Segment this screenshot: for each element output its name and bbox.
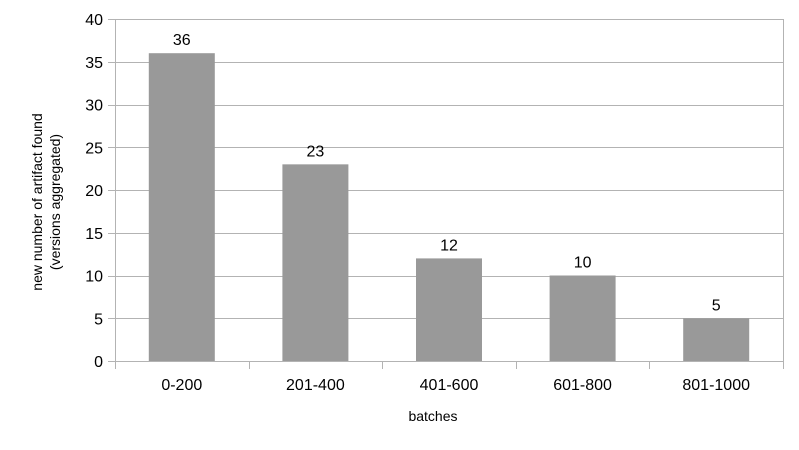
y-tick-label: 40 (85, 12, 103, 29)
bars (148, 53, 750, 361)
y-axis-title-line-1: new number of artifact found (29, 113, 45, 290)
y-tick-label: 30 (85, 98, 103, 115)
y-tick-labels: 0 5 10 15 20 25 30 35 40 (85, 12, 103, 371)
data-label: 23 (307, 143, 325, 160)
gridlines (108, 19, 784, 369)
x-tick-label: 601-800 (553, 377, 612, 394)
x-tick-label: 0-200 (161, 377, 202, 394)
y-tick-label: 35 (85, 55, 103, 72)
x-tick-label: 201-400 (286, 377, 345, 394)
y-axis-title-line-2: (versions aggregated) (47, 134, 63, 270)
y-tick-label: 15 (85, 226, 103, 243)
y-tick-label: 25 (85, 140, 103, 157)
x-axis-title: batches (408, 408, 457, 424)
bar-201-400 (282, 164, 349, 361)
y-tick-label: 0 (94, 354, 103, 371)
data-label: 36 (173, 32, 191, 49)
bar-601-800 (549, 275, 616, 361)
x-tick-marks (249, 361, 650, 369)
x-tick-labels: 0-200 201-400 401-600 601-800 801-1000 (161, 377, 750, 394)
data-labels: 36 23 12 10 5 (173, 32, 721, 314)
x-tick-label: 401-600 (420, 377, 479, 394)
y-tick-label: 10 (85, 269, 103, 286)
data-label: 12 (440, 237, 458, 254)
data-label: 5 (712, 297, 721, 314)
data-label: 10 (574, 255, 592, 272)
bar-801-1000 (683, 318, 750, 361)
y-tick-label: 20 (85, 183, 103, 200)
bar-401-600 (416, 258, 482, 361)
y-tick-label: 5 (94, 311, 103, 328)
bar-0-200 (148, 53, 215, 361)
x-tick-label: 801-1000 (682, 377, 750, 394)
